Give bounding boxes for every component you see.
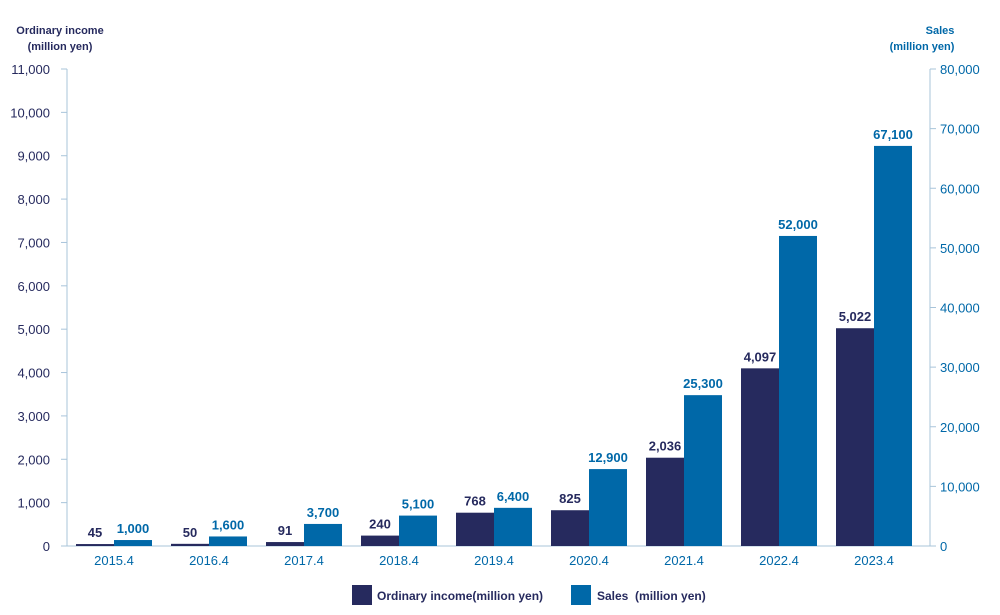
sales-value-label: 12,900 [588,450,628,465]
right-axis-title-line-1: Sales [926,25,955,37]
sales-bar [114,540,152,546]
left-tick-label: 6,000 [17,279,50,294]
ordinary-income-bar [646,457,684,546]
right-axis: 0 10,000 20,000 30,000 40,000 50,000 60,000 70,… [929,62,980,554]
right-tick-label: 0 [940,539,947,554]
category-label: 2015.4 [94,553,134,568]
left-axis-title-line-1: Ordinary income [16,25,103,37]
left-tick-label: 2,000 [17,452,50,467]
sales-bar [684,395,722,546]
ordinary-income-value-label: 768 [464,494,486,509]
ordinary-income-bar [836,328,874,546]
sales-bar [779,235,817,546]
sales-value-label: 25,300 [683,376,723,391]
sales-value-label: 52,000 [778,217,818,232]
sales-value-label: 6,400 [497,489,530,504]
ordinary-income-value-label: 50 [183,525,197,540]
sales-value-label: 67,100 [873,127,913,142]
sales-bar [304,523,342,546]
ordinary-income-bar [171,543,209,546]
x-axis: 2015.4 2016.4 2017.4 2018.4 2019.4 2020.4 2021… [67,545,930,568]
bars: 45 1,000 50 1,600 91 3,700 240 5,100 768 6,400 825… [76,127,913,546]
left-tick-label: 10,000 [10,105,50,120]
category-label: 2019.4 [474,553,514,568]
sales-bar [874,145,912,546]
right-tick-label: 40,000 [940,301,980,316]
ordinary-income-value-label: 240 [369,517,391,532]
category-label: 2017.4 [284,553,324,568]
ordinary-income-bar [266,542,304,546]
category-label: 2020.4 [569,553,609,568]
left-axis-title-line-2: (million yen) [28,41,93,53]
left-axis: 0 1,000 2,000 3,000 4,000 5,000 6,000 7,000 8,00… [10,62,68,554]
category-label: 2016.4 [189,553,229,568]
right-axis-title: Sales (million yen) [890,25,955,53]
right-tick-label: 30,000 [940,360,980,375]
sales-value-label: 3,700 [307,505,340,520]
left-tick-label: 7,000 [17,235,50,250]
sales-bar [209,536,247,546]
ordinary-income-bar [361,535,399,546]
right-tick-label: 20,000 [940,420,980,435]
right-tick-label: 70,000 [940,122,980,137]
right-axis-title-line-2: (million yen) [890,41,955,53]
legend-swatch-ordinary-income [352,585,372,605]
right-tick-label: 80,000 [940,62,980,77]
category-label: 2022.4 [759,553,799,568]
ordinary-income-value-label: 5,022 [839,309,872,324]
left-tick-label: 9,000 [17,149,50,164]
ordinary-income-bar [456,512,494,546]
ordinary-income-value-label: 4,097 [744,349,777,364]
ordinary-income-value-label: 91 [278,523,292,538]
category-label: 2018.4 [379,553,419,568]
sales-value-label: 1,000 [117,521,150,536]
sales-value-label: 1,600 [212,517,245,532]
ordinary-income-bar [76,544,114,546]
left-tick-label: 0 [43,539,50,554]
sales-bar [494,507,532,546]
left-tick-label: 5,000 [17,322,50,337]
ordinary-income-value-label: 2,036 [649,439,682,454]
right-tick-label: 10,000 [940,479,980,494]
right-tick-label: 50,000 [940,241,980,256]
left-axis-title: Ordinary income (million yen) [16,25,103,53]
legend-label-ordinary-income: Ordinary income(million yen) [377,589,543,603]
left-tick-label: 11,000 [11,62,50,77]
left-tick-label: 8,000 [17,192,50,207]
legend-swatch-sales [571,585,591,605]
sales-bar [589,469,627,546]
legend: Ordinary income(million yen) Sales (milli… [352,585,706,605]
left-tick-label: 3,000 [17,409,50,424]
category-label: 2021.4 [664,553,704,568]
category-label: 2023.4 [854,553,894,568]
legend-label-sales: Sales (million yen) [597,589,706,603]
sales-bar [399,515,437,546]
ordinary-income-value-label: 45 [88,525,102,540]
left-tick-label: 1,000 [17,496,50,511]
left-tick-label: 4,000 [17,366,50,381]
right-tick-label: 60,000 [940,181,980,196]
sales-value-label: 5,100 [402,497,435,512]
ordinary-income-value-label: 825 [559,491,581,506]
ordinary-income-bar [551,510,589,546]
ordinary-income-bar [741,368,779,546]
